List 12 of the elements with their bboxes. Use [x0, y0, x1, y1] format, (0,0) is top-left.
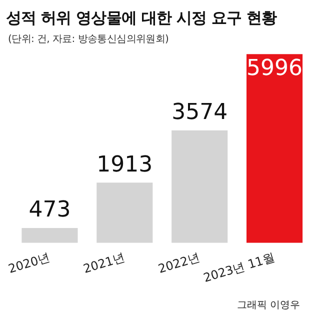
bar — [96, 182, 153, 243]
chart-title: 성적 허위 영상물에 대한 시정 요구 현황 — [6, 8, 277, 29]
text: 그래픽 이영우 — [236, 299, 300, 312]
bar — [172, 130, 228, 243]
x-tick-label: 2023년 11월 — [202, 250, 276, 285]
bar — [22, 228, 78, 243]
bar — [246, 54, 303, 243]
chart-subtitle: (단위: 건, 자료: 방송통신심의위원회) — [8, 33, 169, 46]
data-label: 5996 — [246, 56, 303, 81]
data-label: 473 — [28, 198, 71, 223]
data-label: 3574 — [172, 100, 228, 126]
data-label: 1913 — [96, 152, 153, 178]
